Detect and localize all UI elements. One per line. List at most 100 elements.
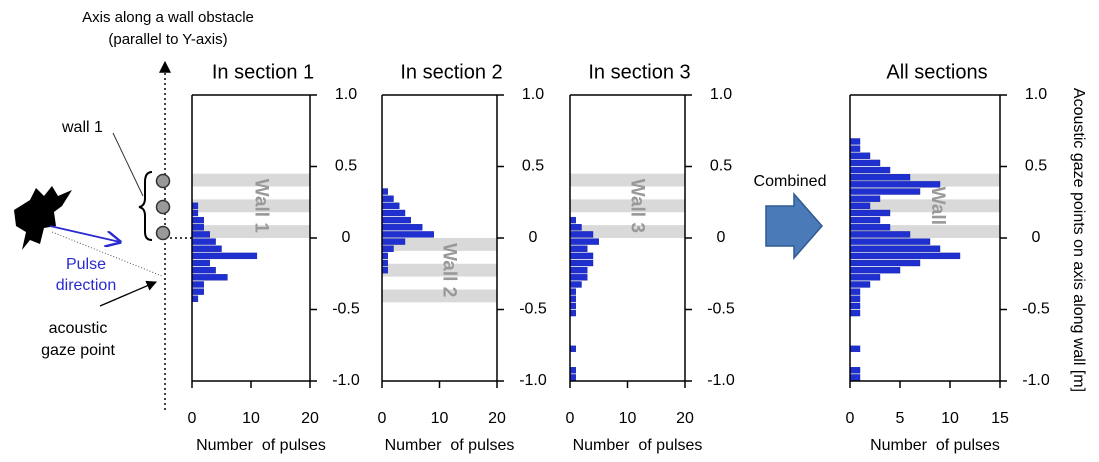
- bar: [849, 216, 881, 224]
- bar: [849, 181, 941, 188]
- bar: [569, 374, 576, 381]
- x-tick-label: 0: [188, 410, 197, 427]
- bar: [569, 231, 594, 238]
- x-tick-label: 10: [431, 410, 449, 427]
- bar: [191, 252, 258, 260]
- bar: [849, 345, 861, 353]
- bar: [849, 224, 891, 231]
- bar: [569, 281, 582, 288]
- bar: [569, 224, 582, 231]
- bar: [569, 302, 576, 310]
- bar: [849, 367, 861, 374]
- bar: [849, 209, 891, 217]
- bar: [191, 202, 199, 210]
- bar: [191, 274, 228, 281]
- pulse-label: Pulse: [66, 256, 106, 273]
- x-tick-label: 0: [378, 410, 387, 427]
- bar: [381, 216, 411, 224]
- y-tick-label: 0.5: [335, 158, 357, 175]
- wall-band: [192, 225, 310, 238]
- bar: [849, 152, 871, 159]
- y-tick-label: 0.5: [710, 158, 732, 175]
- chart-title: In section 3: [588, 61, 690, 83]
- wall-band: [382, 289, 497, 303]
- wall-band: [382, 263, 497, 277]
- chart-title: In section 2: [400, 61, 502, 83]
- y-tick-label: -1.0: [332, 372, 360, 389]
- y-tick-label: 0.5: [522, 158, 544, 175]
- bar: [849, 274, 881, 281]
- bar: [191, 245, 222, 252]
- bar: [569, 252, 594, 260]
- bar: [191, 267, 216, 274]
- bar: [191, 288, 205, 295]
- wall-band: [192, 199, 310, 213]
- bar: [191, 209, 199, 217]
- wall-label: Wall 3: [627, 179, 648, 233]
- bar: [569, 238, 599, 245]
- y-tick-label: 0: [717, 229, 726, 246]
- bar: [569, 267, 588, 274]
- bat: [14, 186, 72, 250]
- bar: [849, 159, 881, 167]
- y-tick-label: -1.0: [519, 372, 547, 389]
- x-tick-label: 5: [896, 410, 905, 427]
- bar: [569, 345, 576, 353]
- wall-pointer: [112, 132, 144, 197]
- bar: [381, 188, 388, 195]
- bar: [849, 195, 881, 202]
- combined-label: Combined: [754, 173, 827, 190]
- bar: [381, 224, 423, 231]
- bar: [381, 238, 406, 245]
- x-tick-label: 10: [941, 410, 959, 427]
- x-tick-label: 0: [846, 410, 855, 427]
- y-tick-label: -0.5: [332, 301, 360, 318]
- gaze-label: acoustic: [49, 320, 108, 337]
- y-tick-label: 1.0: [710, 86, 732, 103]
- bar: [849, 174, 911, 181]
- bar: [191, 281, 205, 288]
- wall-label: Wall 1: [250, 179, 271, 234]
- bar: [849, 259, 921, 267]
- bar: [381, 231, 434, 238]
- bar: [849, 281, 871, 288]
- pulse-label: direction: [56, 277, 116, 294]
- bar: [849, 231, 911, 238]
- bar: [569, 245, 588, 252]
- bar: [381, 252, 388, 260]
- x-tick-label: 10: [242, 410, 260, 427]
- x-axis-label: Number of pulses: [870, 437, 1000, 454]
- bar: [849, 202, 871, 210]
- y-tick-label: -0.5: [519, 301, 547, 318]
- bar: [191, 224, 205, 231]
- bar: [191, 259, 210, 267]
- y-tick-label: 1.0: [522, 86, 544, 103]
- x-tick-label: 15: [991, 410, 1009, 427]
- bar: [191, 231, 210, 238]
- x-tick-label: 0: [566, 410, 575, 427]
- pulse-arrow: [49, 225, 120, 242]
- x-tick-label: 20: [301, 410, 319, 427]
- bar: [191, 216, 205, 224]
- gaze-label: gaze point: [41, 342, 115, 359]
- bar: [849, 138, 861, 145]
- bar: [849, 267, 901, 274]
- bar: [569, 288, 576, 295]
- wall-element: [155, 225, 171, 241]
- y-tick-label: -0.5: [1022, 301, 1050, 318]
- x-axis-label: Number of pulses: [385, 437, 515, 454]
- bar: [569, 274, 588, 281]
- bar: [849, 374, 861, 381]
- y-tick-label: 0: [529, 229, 538, 246]
- bar: [191, 295, 199, 302]
- wall-label: wall 1: [61, 119, 103, 136]
- y-tick-label: 0: [342, 229, 351, 246]
- bar: [849, 238, 931, 245]
- axis-title: Axis along a wall obstacle: [82, 9, 254, 26]
- chart-title: In section 1: [212, 61, 314, 83]
- bar: [849, 295, 861, 302]
- x-axis-label: Number of pulses: [196, 437, 326, 454]
- bar: [569, 216, 576, 224]
- x-axis-label: Number of pulses: [573, 437, 703, 454]
